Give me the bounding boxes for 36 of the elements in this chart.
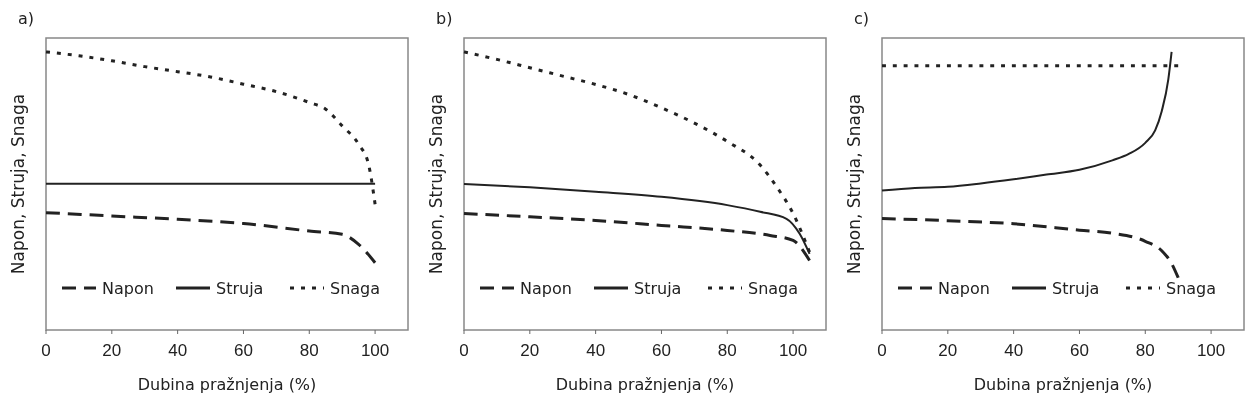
legend-label: Napon (520, 279, 572, 298)
x-axis-title: Dubina pražnjenja (%) (555, 375, 735, 394)
x-tick-label: 100 (360, 341, 390, 360)
x-tick-label: 20 (520, 341, 540, 360)
x-tick-label: 0 (41, 341, 51, 360)
legend-label: Snaga (330, 279, 381, 298)
y-axis-title: Napon, Struja, Snaga (844, 93, 864, 275)
x-tick-label: 40 (1004, 341, 1024, 360)
x-axis-title: Dubina pražnjenja (%) (973, 375, 1153, 394)
x-tick-label: 80 (1135, 341, 1155, 360)
legend-label: Napon (102, 279, 154, 298)
chart-title: b) (436, 9, 453, 28)
legend-label: Snaga (1166, 279, 1217, 298)
legend-label: Struja (634, 279, 682, 298)
x-tick-label: 60 (651, 341, 671, 360)
x-tick-label: 20 (938, 341, 958, 360)
y-axis-title: Napon, Struja, Snaga (8, 93, 28, 275)
x-tick-label: 60 (233, 341, 253, 360)
y-axis-title: Napon, Struja, Snaga (426, 93, 446, 275)
chart-title: a) (18, 9, 35, 28)
x-tick-label: 80 (299, 341, 319, 360)
x-tick-label: 60 (1069, 341, 1089, 360)
x-tick-label: 20 (102, 341, 122, 360)
x-tick-label: 40 (586, 341, 606, 360)
x-tick-label: 40 (168, 341, 188, 360)
legend-label: Struja (1052, 279, 1100, 298)
x-tick-label: 100 (1196, 341, 1226, 360)
legend-label: Struja (216, 279, 264, 298)
chart-title: c) (854, 9, 870, 28)
x-tick-label: 80 (717, 341, 737, 360)
x-tick-label: 100 (778, 341, 808, 360)
x-axis-title: Dubina pražnjenja (%) (137, 375, 317, 394)
legend-label: Napon (938, 279, 990, 298)
legend-label: Snaga (748, 279, 799, 298)
x-tick-label: 0 (459, 341, 469, 360)
x-tick-label: 0 (877, 341, 887, 360)
